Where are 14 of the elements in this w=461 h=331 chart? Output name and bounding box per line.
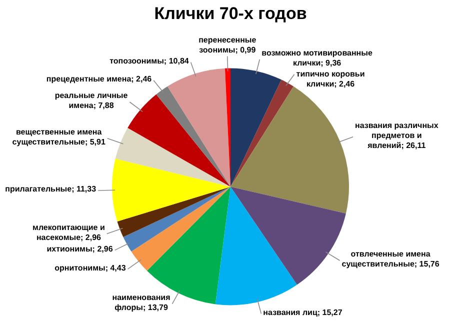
slice-label: ихтионимы; 2,96: [46, 244, 114, 254]
slice-label: прилагательные; 11,33: [5, 184, 97, 194]
slice-label: вещественные имена существительные; 5,91: [12, 128, 106, 147]
chart-title: Клички 70-х годов: [154, 4, 307, 23]
slice-label: типично коровьи клички; 2,46: [296, 70, 365, 89]
slice-label: орнитонимы; 4,43: [54, 263, 126, 272]
slice-label: названия лиц; 15,27: [263, 308, 343, 317]
slice-label: прецедентные имена; 2,46: [46, 74, 152, 84]
slice-label: названия различных предметов и явлений; 26,11: [354, 121, 439, 150]
slice-label: отвлеченные имена существительные; 15,76: [342, 250, 440, 269]
slice-label: перенесенные зоонимы; 0,99: [198, 35, 257, 54]
slice-label: топозоонимы; 10,84: [110, 56, 190, 66]
slice-label: реальные личные имена; 7,88: [54, 91, 128, 110]
slice-label: наименования флоры; 13,79: [112, 293, 171, 312]
